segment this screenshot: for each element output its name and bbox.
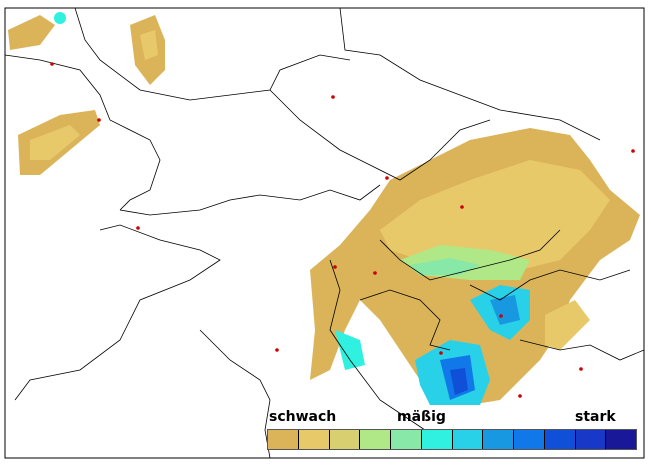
intensity-legend: schwach mäßig stark [267,409,638,451]
legend-swatch-5 [391,430,422,449]
legend-swatch-1 [268,430,299,449]
legend-swatch-10 [544,430,576,449]
legend-swatch-12 [606,430,636,449]
legend-swatch-3 [329,430,361,449]
legend-swatch-6 [421,430,453,449]
legend-swatch-4 [360,430,391,449]
legend-label-weak: schwach [269,409,337,425]
legend-swatch-7 [452,430,484,449]
country-borders [4,7,645,459]
legend-swatch-11 [575,430,607,449]
city-markers [50,62,635,398]
precipitation-areas [8,12,640,405]
legend-label-moderate: mäßig [397,409,446,425]
legend-swatch-9 [514,430,545,449]
legend-swatch-8 [483,430,514,449]
legend-color-bar [267,429,637,450]
legend-swatch-2 [298,430,330,449]
legend-label-strong: stark [575,409,616,425]
